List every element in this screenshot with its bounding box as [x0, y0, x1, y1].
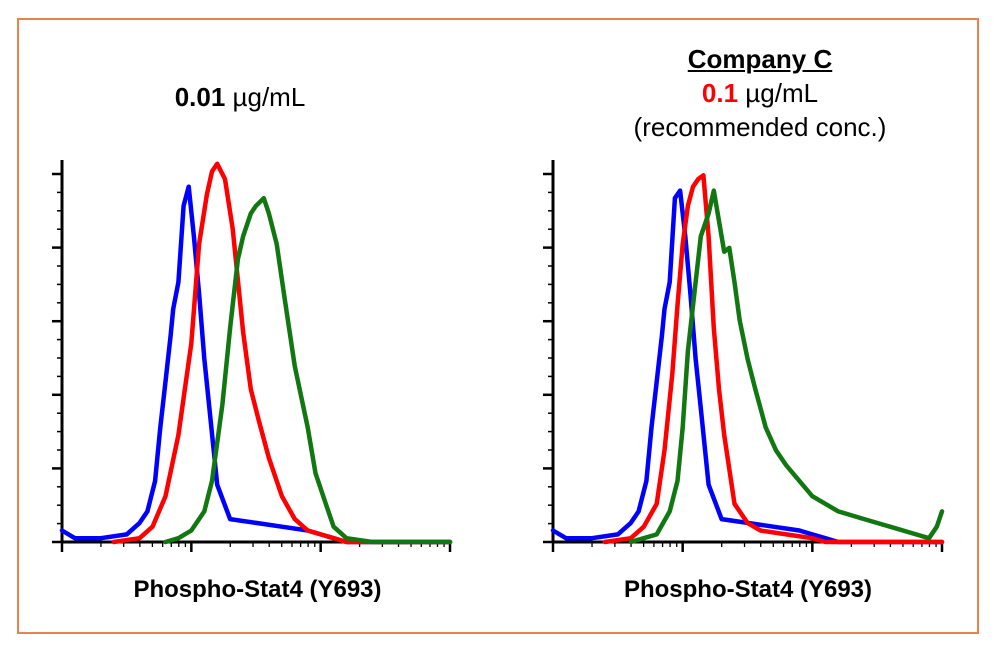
right-x-axis-label: Phospho-Stat4 (Y693) — [623, 576, 873, 603]
red-histogram-line — [111, 161, 453, 545]
right-concentration-value: 0.1 — [701, 78, 739, 108]
company-title: Company C — [687, 44, 833, 74]
left-x-axis-label: Phospho-Stat4 (Y693) — [133, 576, 382, 603]
right-concentration-unit: µg/mL — [738, 78, 819, 108]
right-concentration-line: 0.1 µg/mL — [560, 76, 960, 110]
figure-frame — [17, 18, 979, 634]
recommended-note: (recommended conc.) — [633, 112, 887, 142]
red-histogram-line — [602, 173, 945, 545]
right-panel-header: Company C 0.1 µg/mL (recommended conc.) — [560, 42, 960, 144]
blue-histogram-line — [550, 188, 945, 545]
green-histogram-line — [628, 188, 945, 545]
green-histogram-line — [163, 195, 453, 545]
left-panel-header: 0.01 µg/mL — [90, 80, 390, 114]
blue-histogram-line — [59, 184, 453, 545]
left-concentration-value: 0.01 — [174, 82, 226, 112]
left-concentration-unit: µg/mL — [225, 82, 306, 112]
